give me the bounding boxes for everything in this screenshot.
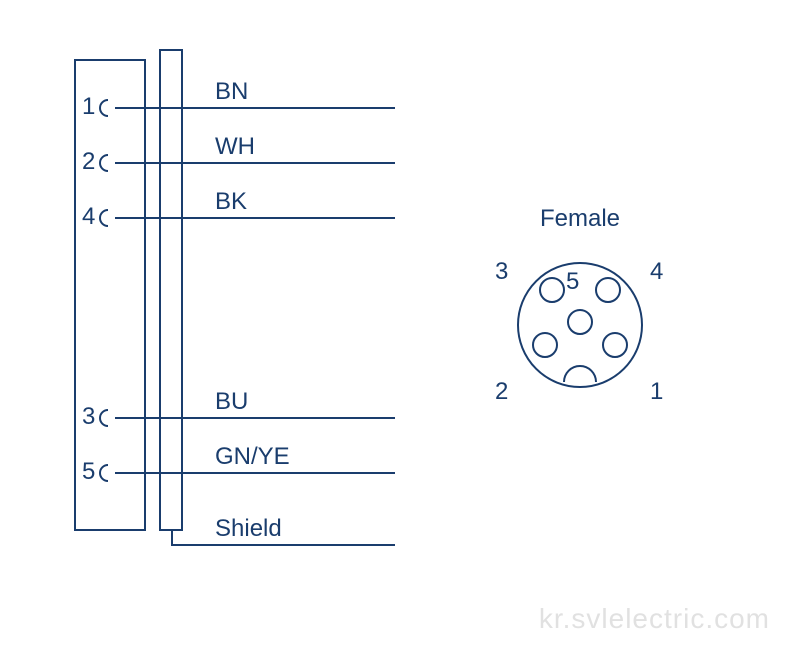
shield-wire bbox=[172, 530, 395, 545]
pin-num-5: 5 bbox=[82, 458, 95, 486]
connector-pin-4 bbox=[596, 278, 620, 302]
shield-bar bbox=[160, 50, 182, 530]
connector-notch bbox=[564, 366, 596, 382]
pin-num-3: 3 bbox=[82, 403, 95, 431]
pin-socket-3 bbox=[100, 410, 108, 426]
connector-pin-2 bbox=[533, 333, 557, 357]
watermark-text: kr.svlelectric.com bbox=[539, 603, 770, 635]
connector-title: Female bbox=[540, 205, 620, 233]
pin-num-4: 4 bbox=[82, 203, 95, 231]
connector-label-1: 1 bbox=[650, 378, 663, 406]
pin-socket-2 bbox=[100, 155, 108, 171]
pin-socket-1 bbox=[100, 100, 108, 116]
wire-label-bu: BU bbox=[215, 388, 248, 416]
wire-label-bn: BN bbox=[215, 78, 248, 106]
connector-label-4: 4 bbox=[650, 258, 663, 286]
connector-pin-3 bbox=[540, 278, 564, 302]
pin-socket-5 bbox=[100, 465, 108, 481]
shield-label: Shield bbox=[215, 515, 282, 543]
wire-label-bk: BK bbox=[215, 188, 247, 216]
pin-socket-4 bbox=[100, 210, 108, 226]
diagram-svg bbox=[0, 0, 800, 650]
pin-num-1: 1 bbox=[82, 93, 95, 121]
wiring-diagram: 1 2 4 3 5 BN WH BK BU GN/YE Shield Femal… bbox=[0, 0, 800, 650]
connector-label-2: 2 bbox=[495, 378, 508, 406]
wire-label-gnye: GN/YE bbox=[215, 443, 290, 471]
connector-label-5: 5 bbox=[566, 268, 579, 296]
connector-pin-1 bbox=[603, 333, 627, 357]
connector-pin-5 bbox=[568, 310, 592, 334]
pin-num-2: 2 bbox=[82, 148, 95, 176]
wire-label-wh: WH bbox=[215, 133, 255, 161]
connector-label-3: 3 bbox=[495, 258, 508, 286]
